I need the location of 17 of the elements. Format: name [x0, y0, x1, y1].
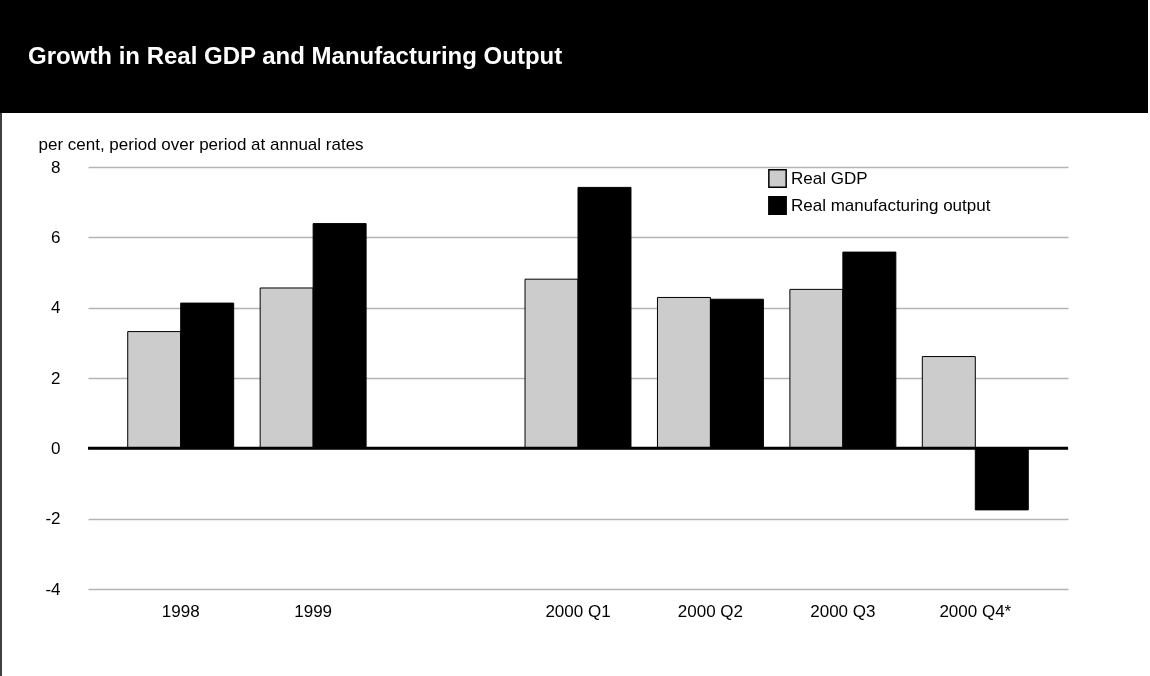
y-tick-label: 2: [51, 368, 61, 388]
y-tick-label: -4: [45, 579, 61, 599]
y-tick-label: -2: [45, 509, 61, 529]
x-tick-label: 1998: [161, 601, 200, 621]
y-tick-label: 4: [51, 298, 61, 318]
x-tick-label: 2000 Q2: [677, 601, 744, 621]
legend-label: Real manufacturing output: [791, 195, 991, 215]
legend-label: Real GDP: [791, 168, 868, 188]
y-tick-label: 0: [51, 438, 61, 458]
x-tick-label: 2000 Q1: [545, 601, 611, 621]
y-tick-label: 8: [51, 157, 61, 177]
chart-title: Growth in Real GDP and Manufacturing Output: [28, 42, 563, 69]
y-axis-title: per cent, period over period at annual rates: [38, 134, 364, 154]
x-tick-label: 1999: [294, 601, 333, 621]
x-tick-label: 2000 Q3: [810, 601, 876, 621]
x-tick-label: 2000 Q4*: [939, 601, 1012, 621]
y-tick-label: 6: [51, 227, 61, 247]
